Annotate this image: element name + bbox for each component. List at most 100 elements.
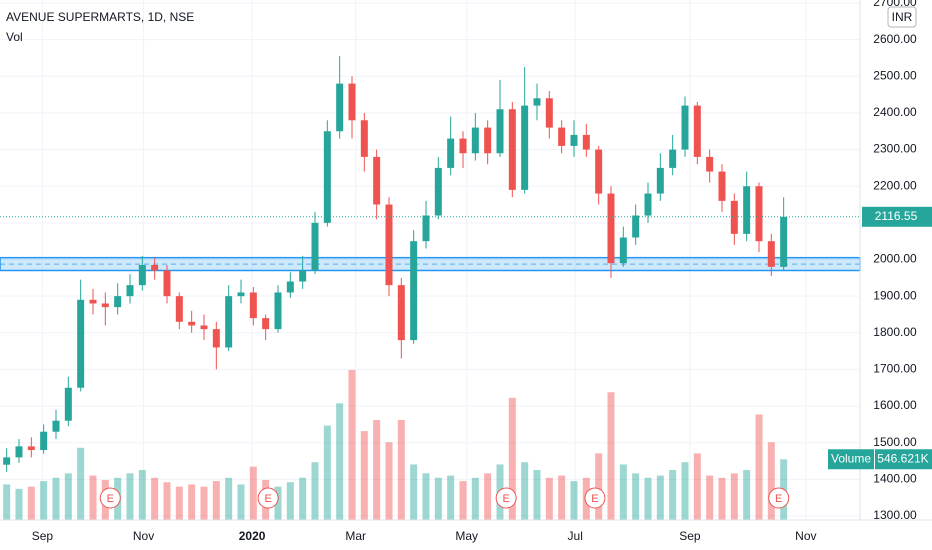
- volume-bar: [274, 486, 282, 520]
- volume-bar: [434, 477, 442, 520]
- volume-value: 546.621K: [877, 451, 928, 465]
- earnings-marker: [495, 487, 517, 509]
- x-tick-label: 2020: [239, 529, 266, 543]
- volume-bar: [422, 473, 430, 520]
- candle-body: [101, 303, 109, 308]
- earnings-label: E: [591, 493, 598, 505]
- candle-body: [237, 292, 245, 297]
- candle-body: [755, 186, 763, 242]
- y-tick-label: 1900.00: [873, 288, 917, 302]
- volume-bar: [138, 470, 146, 520]
- volume-bar: [126, 473, 134, 520]
- volume-bar: [681, 462, 689, 520]
- candle-body: [484, 127, 492, 154]
- volume-bar: [286, 482, 294, 520]
- volume-bar: [175, 486, 183, 520]
- volume-bar: [237, 484, 245, 520]
- x-tick-label: Mar: [345, 529, 366, 543]
- volume-bar: [706, 475, 714, 520]
- candle-body: [607, 193, 615, 264]
- volume-bar: [52, 477, 60, 520]
- volume-bar: [471, 477, 479, 520]
- candle-body: [385, 204, 393, 286]
- volume-bar: [151, 477, 159, 520]
- candle-body: [299, 270, 307, 282]
- x-tick-label: Jul: [568, 529, 583, 543]
- candle-body: [126, 285, 134, 297]
- candle-body: [163, 270, 171, 297]
- candle-body: [3, 457, 11, 465]
- x-tick-label: Nov: [133, 529, 154, 543]
- candle-body: [718, 171, 726, 201]
- volume-bar: [40, 481, 48, 520]
- currency-badge[interactable]: [887, 6, 917, 28]
- candle-body: [410, 241, 418, 341]
- candle-body: [397, 285, 405, 341]
- candle-body: [656, 167, 664, 194]
- candle-body: [212, 329, 220, 348]
- earnings-label: E: [107, 493, 114, 505]
- candle-body: [743, 186, 751, 234]
- candle-body: [188, 321, 196, 326]
- volume-bar: [311, 462, 319, 520]
- candle-body: [730, 200, 738, 234]
- volume-bar: [225, 477, 233, 520]
- volume-bar: [360, 431, 368, 520]
- volume-bar: [484, 473, 492, 520]
- candle-body: [533, 98, 541, 106]
- earnings-marker: [99, 487, 121, 509]
- earnings-label: E: [502, 493, 509, 505]
- candle-body: [780, 216, 788, 267]
- candle-body: [360, 120, 368, 157]
- candle-body: [336, 83, 344, 132]
- candle-body: [508, 109, 516, 190]
- volume-name: Volume: [831, 451, 871, 465]
- x-tick-label: May: [455, 529, 478, 543]
- volume-bar: [644, 477, 652, 520]
- candle-body: [52, 420, 60, 432]
- candle-body: [286, 281, 294, 293]
- earnings-label: E: [775, 493, 782, 505]
- volume-bar: [323, 425, 331, 520]
- volume-bar: [570, 481, 578, 520]
- volume-bar: [410, 464, 418, 520]
- candle-body: [373, 156, 381, 205]
- candle-body: [89, 299, 97, 304]
- y-tick-label: 1700.00: [873, 362, 917, 376]
- last-price-label: 2116.55: [875, 209, 918, 223]
- y-tick-label: 2300.00: [873, 142, 917, 156]
- candle-body: [274, 292, 282, 330]
- volume-bar: [249, 466, 257, 520]
- volume-value-badge: [875, 449, 932, 470]
- volume-bar: [632, 473, 640, 520]
- candle-body: [521, 105, 529, 190]
- y-tick-label: 2500.00: [873, 68, 917, 82]
- candle-body: [311, 222, 319, 271]
- y-tick-label: 2200.00: [873, 178, 917, 192]
- candle-body: [262, 318, 270, 330]
- candle-body: [447, 138, 455, 168]
- volume-bar: [336, 403, 344, 520]
- candle-body: [114, 296, 122, 308]
- candle-body: [225, 296, 233, 348]
- candle-body: [681, 105, 689, 150]
- candle-body: [15, 446, 23, 458]
- volume-bar: [397, 420, 405, 520]
- candle-body: [40, 431, 48, 451]
- candle-body: [138, 264, 146, 286]
- volume-bar: [743, 470, 751, 520]
- candle-body: [706, 156, 714, 172]
- grid: [0, 0, 860, 520]
- volume-bar: [3, 484, 11, 520]
- volume-bar: [77, 447, 85, 520]
- candle-body: [619, 237, 627, 264]
- earnings-marker: [257, 487, 279, 509]
- x-tick-label: Sep: [32, 529, 54, 543]
- candle-body: [77, 299, 85, 388]
- y-tick-label: 1400.00: [873, 472, 917, 486]
- candle-body: [644, 193, 652, 216]
- earnings-label: E: [264, 493, 271, 505]
